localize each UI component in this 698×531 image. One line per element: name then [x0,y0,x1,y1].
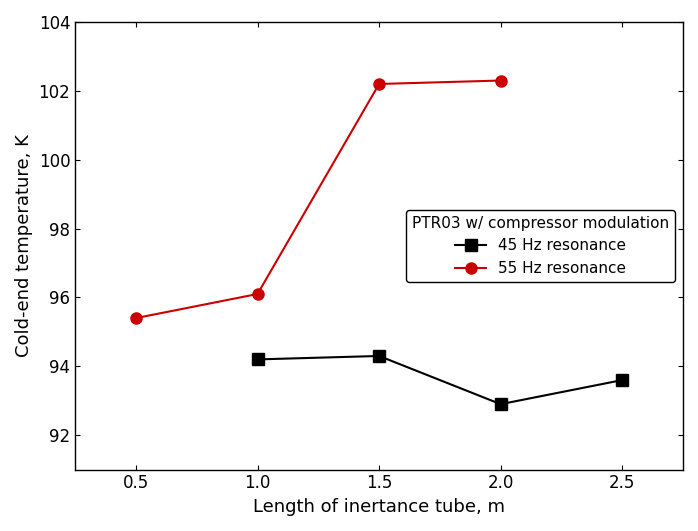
X-axis label: Length of inertance tube, m: Length of inertance tube, m [253,498,505,516]
55 Hz resonance [496,78,505,84]
55 Hz resonance [375,81,383,87]
Legend: 45 Hz resonance, 55 Hz resonance: 45 Hz resonance, 55 Hz resonance [406,210,676,282]
55 Hz resonance [132,315,140,321]
45 Hz resonance [496,401,505,407]
Y-axis label: Cold-end temperature, K: Cold-end temperature, K [15,134,33,357]
45 Hz resonance [253,356,262,363]
45 Hz resonance [618,377,626,383]
Line: 45 Hz resonance: 45 Hz resonance [252,350,628,410]
45 Hz resonance [375,353,383,359]
55 Hz resonance [253,291,262,297]
Line: 55 Hz resonance: 55 Hz resonance [131,75,506,324]
